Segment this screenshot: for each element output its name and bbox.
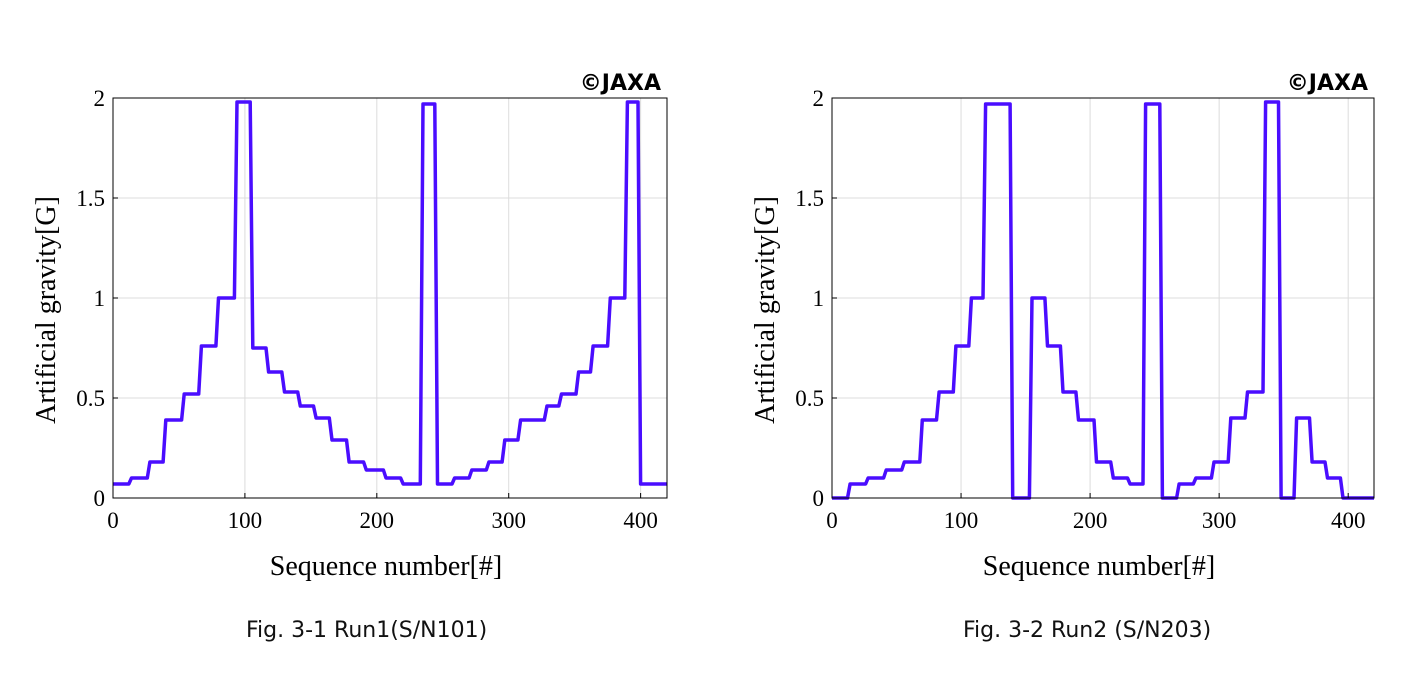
y-tick-label: 1.5 [76,186,105,211]
x-tick-label: 200 [360,508,395,533]
y-tick-label: 2 [813,86,825,111]
y-tick-label: 0.5 [795,386,824,411]
series-line [113,100,667,486]
copyright-label: ©JAXA [1287,71,1368,96]
y-tick-label: 1 [94,286,106,311]
figure-caption-right: Fig. 3-2 Run2 (S/N203) [963,618,1212,643]
x-tick-label: 0 [107,508,119,533]
x-tick-label: 300 [491,508,526,533]
x-tick-label: 200 [1073,508,1108,533]
y-axis-label: Artificial gravity[G] [750,196,781,424]
chart-left: 0 100 200 300 400 0 0.5 1 1.5 2 Sequence number[#]… [31,71,668,582]
y-tick-label: 2 [94,86,106,111]
y-axis-label: Artificial gravity[G] [31,196,62,424]
y-tick-label: 1 [813,286,825,311]
x-axis-label: Sequence number[#] [270,551,502,582]
y-tick-label: 1.5 [795,186,824,211]
x-tick-label: 300 [1202,508,1237,533]
y-tick-label: 0.5 [76,386,105,411]
chart-right: 0 100 200 300 400 0 0.5 1 1.5 2 Sequence number[#]… [750,71,1375,582]
chart-panel-right: 0 100 200 300 400 0 0.5 1 1.5 2 Sequence number[#]… [702,0,1403,677]
x-tick-label: 400 [1331,508,1366,533]
x-tick-label: 100 [228,508,263,533]
figure-caption-left: Fig. 3-1 Run1(S/N101) [246,618,488,643]
x-axis-label: Sequence number[#] [983,551,1215,582]
y-tick-label: 0 [813,486,825,511]
series-line [832,100,1374,500]
chart-panel-left: 0 100 200 300 400 0 0.5 1 1.5 2 Sequence number[#]… [31,71,668,582]
x-tick-label: 400 [623,508,658,533]
copyright-label: ©JAXA [580,71,661,96]
x-tick-label: 100 [944,508,979,533]
y-tick-label: 0 [94,486,106,511]
x-tick-label: 0 [826,508,838,533]
